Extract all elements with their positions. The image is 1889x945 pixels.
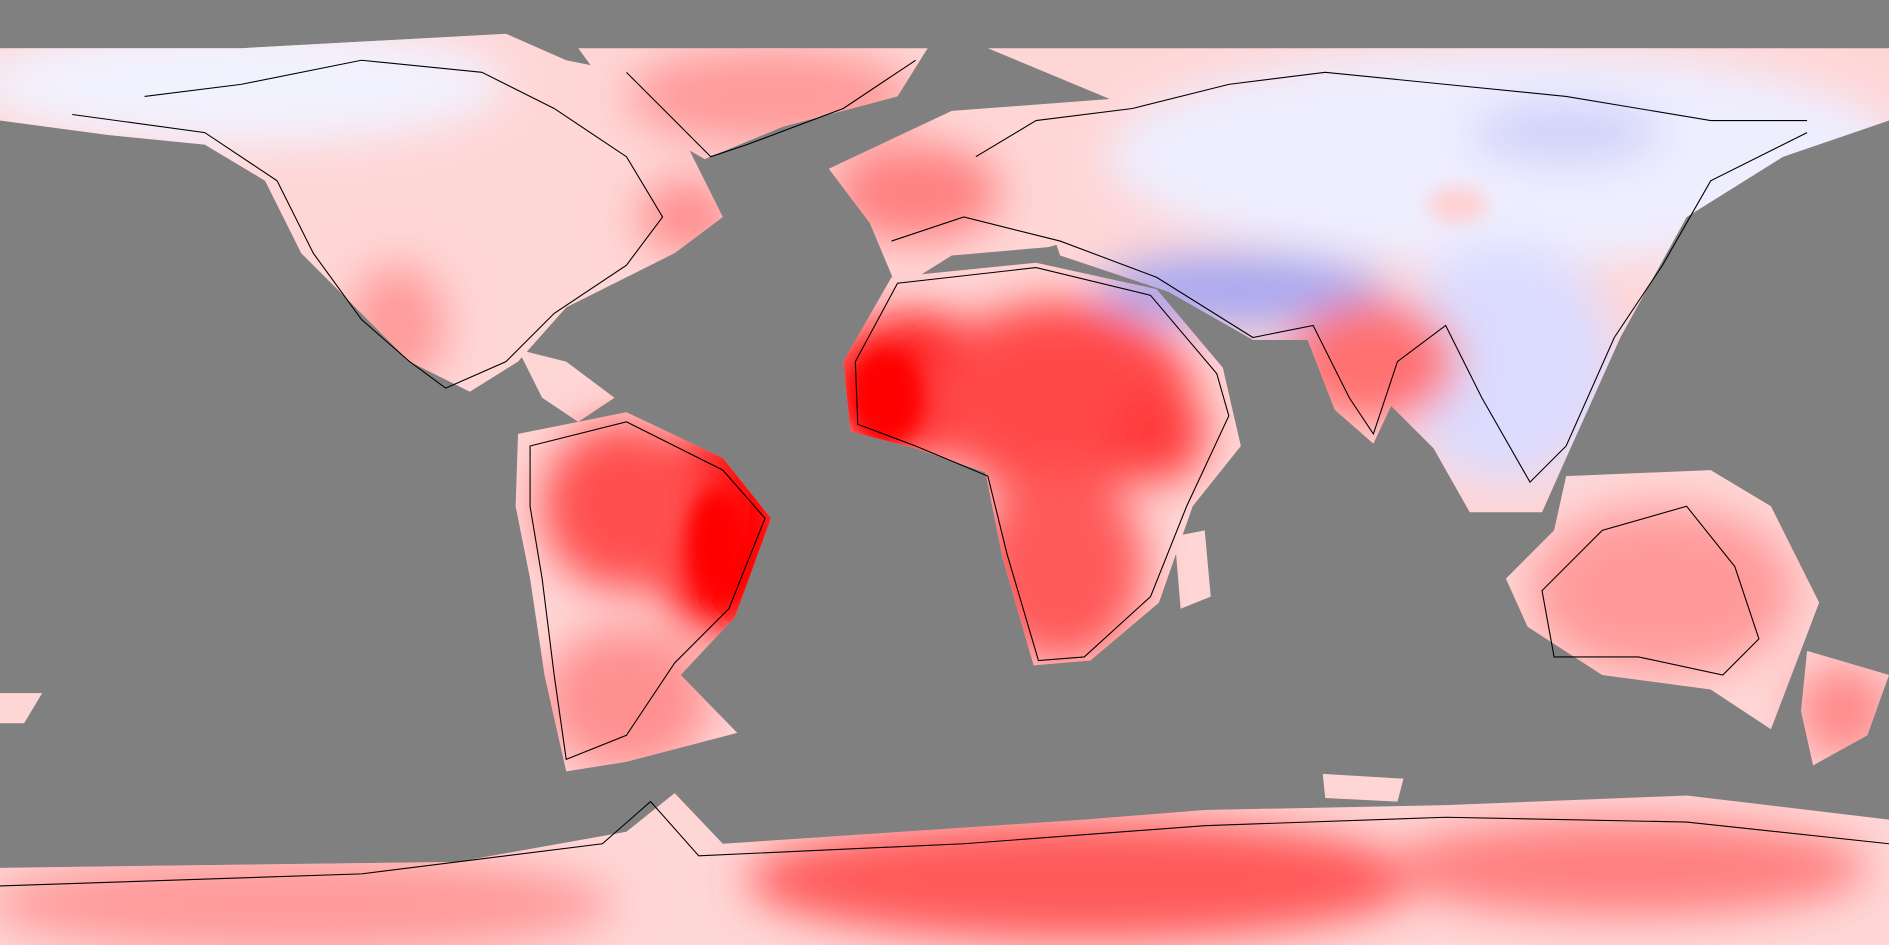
- coastline: [626, 59, 916, 158]
- coastline: [854, 267, 1230, 662]
- coastline: [891, 132, 1808, 484]
- anomaly-detail: [686, 186, 1488, 597]
- coastline: [529, 421, 766, 761]
- coastline: [975, 71, 1808, 158]
- coastline: [72, 59, 664, 389]
- coastlines: [0, 59, 1889, 887]
- coastline: [1541, 505, 1760, 676]
- coastline: [0, 800, 1889, 887]
